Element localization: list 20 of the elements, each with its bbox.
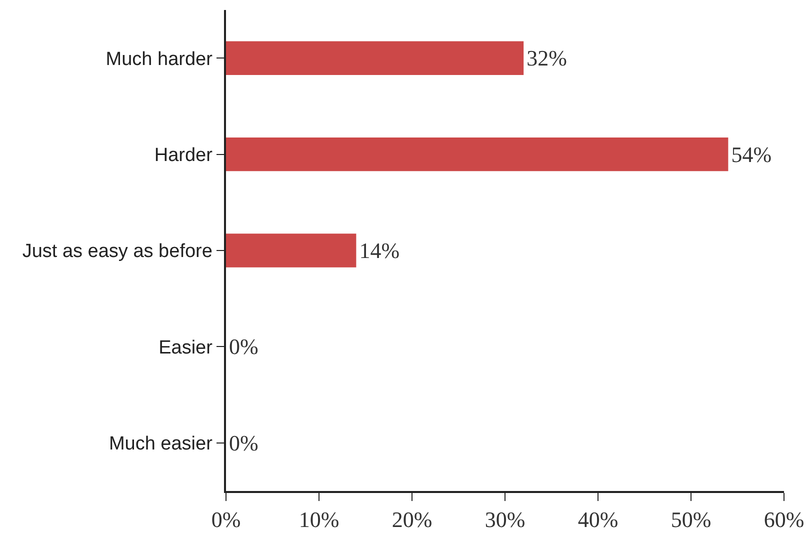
x-tick-label: 50% (670, 507, 712, 532)
y-tick-label: Harder (154, 144, 214, 166)
data-label: 0% (229, 334, 258, 360)
y-tick-label: Much easier (108, 434, 214, 455)
data-label: 0% (229, 430, 258, 456)
x-tick-label: 40% (578, 507, 618, 532)
data-label: 32% (526, 46, 567, 71)
data-label: 54% (731, 142, 772, 167)
x-tick-label: 30% (484, 507, 526, 532)
y-tick-label: Just as easy as before (22, 241, 212, 262)
bar (226, 234, 356, 268)
y-tick-label: Much harder (106, 48, 214, 70)
x-tick-label: 60% (764, 507, 804, 532)
bar (226, 137, 728, 172)
x-tick-label: 10% (298, 507, 340, 532)
x-tick-label: 20% (392, 507, 432, 532)
bar (226, 41, 524, 75)
x-tick-label: 0% (211, 507, 241, 532)
y-tick-label: Easier (158, 337, 214, 358)
data-label: 14% (359, 238, 400, 263)
